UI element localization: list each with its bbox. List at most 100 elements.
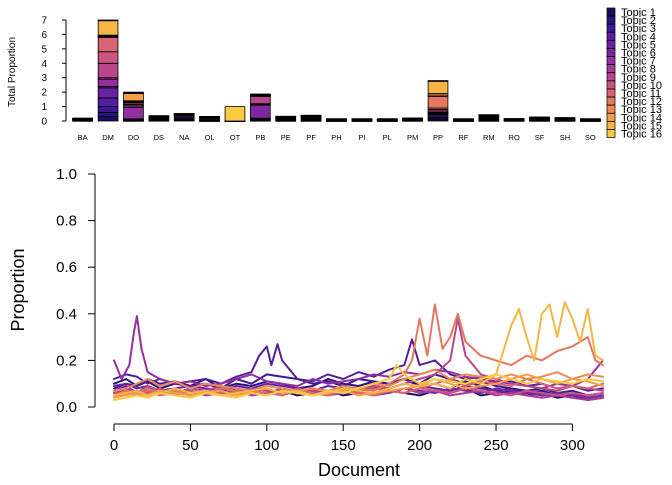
bar-x-tick-label: OT (230, 133, 241, 142)
legend-label-topic-10: Topic 10 (621, 80, 662, 92)
bar-segment-pp-topic-16 (427, 80, 449, 82)
line-y-tick-label: 0.6 (56, 259, 77, 276)
line-x-tick-label: 100 (254, 437, 279, 454)
legend-swatch-topic-15 (606, 121, 616, 130)
bar-y-tick-label: 0 (41, 117, 47, 128)
bar-x-tick-label: NA (179, 133, 189, 142)
bar-segment-ds-topic-16 (148, 115, 170, 117)
legend-swatch-topic-4 (606, 31, 616, 41)
bar-x-tick-label: SO (585, 133, 596, 142)
bar-segment-pl-topic-16 (376, 118, 398, 120)
line-x-tick-label: 300 (560, 437, 585, 454)
bar-segment-pf-topic-16 (300, 114, 322, 117)
legend-label-topic-8: Topic 8 (621, 64, 656, 76)
line-x-axis-label: Document (318, 460, 400, 480)
bar-x-tick-label: SF (535, 133, 545, 142)
bar-y-tick-label: 2 (41, 88, 47, 99)
legend-label-topic-16: Topic 16 (621, 129, 662, 141)
legend-label-topic-4: Topic 4 (621, 31, 656, 43)
bar-y-tick-label: 7 (41, 16, 47, 27)
legend-swatch-topic-11 (606, 88, 616, 98)
bar-segment-dm-topic-16 (97, 19, 119, 22)
bar-segment-pp-topic-15 (427, 80, 449, 94)
bar-segments (72, 19, 601, 123)
bar-segment-dm-topic-11 (97, 36, 119, 53)
legend-label-topic-3: Topic 3 (621, 23, 656, 35)
legend-label-topic-13: Topic 13 (621, 104, 662, 116)
legend-swatch-topic-6 (606, 48, 616, 57)
bar-segment-pb-topic-16 (250, 93, 271, 96)
bar-x-tick-label: PL (383, 133, 392, 142)
line-series-topic-16 (113, 364, 604, 401)
bar-x-tick-label: PH (331, 133, 341, 142)
bar-segment-na-topic-16 (173, 113, 195, 115)
legend-label-topic-5: Topic 5 (621, 39, 656, 51)
legend-label-topic-15: Topic 15 (621, 120, 662, 132)
bar-segment-pm-topic-16 (402, 117, 423, 119)
bar-y-tick-label: 4 (41, 59, 47, 70)
bar-y-tick-label: 1 (41, 102, 47, 113)
bar-segment-sh-topic-16 (554, 117, 576, 119)
bar-segment-dm-topic-10 (97, 51, 119, 64)
line-y-axis-label: Proportion (8, 248, 28, 331)
bar-segment-dm-topic-5 (97, 87, 119, 99)
line-x-tick-label: 200 (407, 437, 432, 454)
line-series-topic-14 (113, 373, 604, 399)
bar-segment-rm-topic-16 (478, 114, 500, 116)
legend-swatch-topic-13 (606, 104, 616, 114)
legend-swatch-topic-5 (606, 40, 616, 49)
legend-swatch-topic-14 (606, 112, 616, 122)
bar-segment-pb-topic-6 (250, 104, 271, 119)
legend-swatch-topic-1 (606, 7, 616, 17)
bar-x-tick-label: OL (205, 133, 215, 142)
line-chart: 0.0 0.2 0.4 0.6 0.8 1.0 0 50 100 150 200 250 300 Do… (8, 166, 604, 480)
legend-label-topic-2: Topic 2 (621, 15, 656, 27)
line-x-tick-label: 150 (331, 437, 356, 454)
bar-segment-do-topic-14 (123, 93, 144, 102)
bar-x-tick-label: DO (128, 133, 139, 142)
legend-swatch-topic-9 (606, 72, 616, 82)
bar-x-tick-label: BA (78, 133, 88, 142)
line-y-tick-label: 0.8 (56, 213, 77, 230)
bar-segment-ba-topic-16 (72, 117, 93, 120)
bar-x-tick-label: PB (255, 133, 265, 142)
line-series-topic-4 (113, 338, 604, 392)
bar-segment-do-topic-7 (123, 106, 144, 120)
legend-label-topic-9: Topic 9 (621, 72, 656, 84)
bar-segment-so-topic-16 (580, 118, 601, 120)
stacked-bar-chart: 0 1 2 3 4 5 6 7 BA DM DO DS NA OL OT PB PE PF PH PI PL PM PP R… (7, 16, 601, 142)
bar-segment-do-topic-16 (123, 91, 144, 94)
legend-label-topic-7: Topic 7 (621, 56, 656, 68)
line-y-tick-label: 0.2 (56, 352, 77, 369)
bar-y-tick-label: 5 (41, 44, 47, 55)
bar-segment-dm-topic-2 (97, 111, 119, 118)
legend-swatch-topic-2 (606, 15, 616, 25)
bar-segment-rf-topic-16 (453, 118, 474, 120)
bar-segment-dm-topic-15 (97, 20, 119, 36)
legend-swatch-topic-3 (606, 23, 616, 33)
bar-x-tick-label: PP (433, 133, 443, 142)
bar-segment-ol-topic-16 (199, 115, 220, 118)
bar-x-tick-label: PI (358, 133, 365, 142)
bar-segment-dm-topic-3 (97, 106, 119, 113)
line-series-topic-3 (113, 373, 604, 397)
legend-label-topic-14: Topic 14 (621, 112, 662, 124)
bar-x-tick-label: PF (306, 133, 316, 142)
bar-y-axis-label: Total Proportion (7, 37, 18, 107)
bar-x-tick-label: DS (154, 133, 164, 142)
bar-segment-ot-topic-16 (224, 106, 246, 122)
legend-label-topic-12: Topic 12 (621, 96, 662, 108)
bar-x-tick-label: RO (509, 133, 520, 142)
line-y-tick-label: 1.0 (56, 166, 77, 183)
bar-segment-pb-topic-9 (250, 96, 271, 105)
bar-y-tick-label: 3 (41, 73, 47, 84)
line-series-topic-15 (113, 301, 604, 397)
line-x-tick-label: 50 (182, 437, 199, 454)
line-y-tick-label: 0.4 (56, 306, 77, 323)
line-y-tick-label: 0.0 (56, 399, 77, 416)
bar-x-tick-label: RF (458, 133, 468, 142)
legend-swatch-topic-10 (606, 80, 616, 90)
